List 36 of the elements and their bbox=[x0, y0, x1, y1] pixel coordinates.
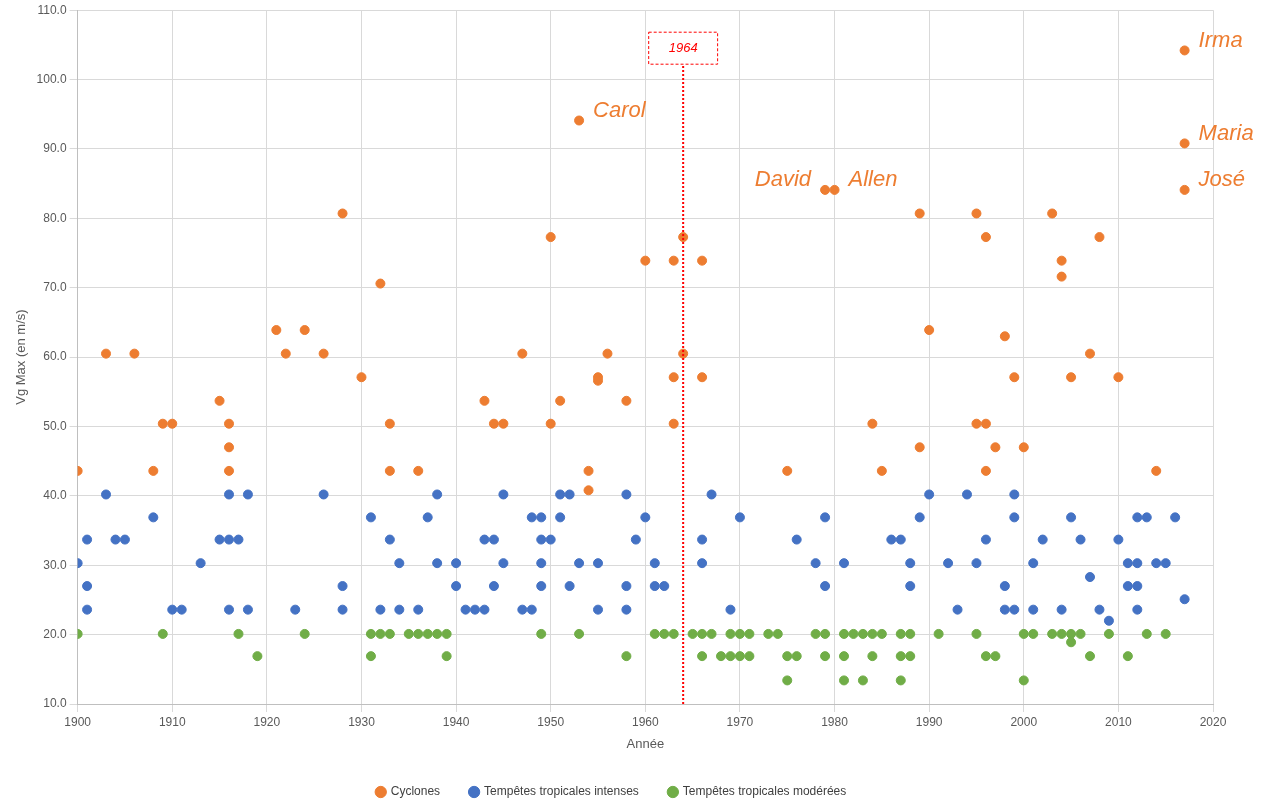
annotation: Maria bbox=[1198, 119, 1254, 145]
y-tick-label: 40.0 bbox=[43, 488, 67, 503]
x-tick-label: 1920 bbox=[253, 714, 281, 729]
x-tick-label: 1980 bbox=[821, 714, 849, 729]
x-tick-label: 1990 bbox=[915, 714, 943, 729]
x-tick-label: 1910 bbox=[158, 714, 186, 729]
legend-label: Tempêtes tropicales intenses bbox=[484, 784, 639, 799]
x-tick-label: 2010 bbox=[1105, 714, 1133, 729]
x-tick-label: 2000 bbox=[1010, 714, 1038, 729]
x-tick-label: 1950 bbox=[537, 714, 565, 729]
ref-line-label: 1964 bbox=[668, 39, 698, 55]
legend-label: Tempêtes tropicales modérées bbox=[682, 784, 847, 799]
annotation: Carol bbox=[593, 96, 647, 122]
y-tick-label: 80.0 bbox=[43, 210, 67, 225]
annotation: Allen bbox=[846, 166, 898, 192]
y-tick-label: 30.0 bbox=[43, 557, 67, 572]
x-tick-label: 1960 bbox=[631, 714, 659, 729]
x-tick-label: 1940 bbox=[442, 714, 470, 729]
y-tick-label: 110.0 bbox=[37, 2, 67, 17]
y-tick-label: 60.0 bbox=[43, 349, 67, 364]
y-tick-label: 100.0 bbox=[36, 71, 67, 86]
y-tick-label: 20.0 bbox=[43, 626, 67, 641]
x-tick-label: 2020 bbox=[1199, 714, 1227, 729]
y-tick-label: 50.0 bbox=[43, 418, 67, 433]
annotation: Irma bbox=[1198, 26, 1243, 52]
annotation: David bbox=[754, 166, 812, 192]
x-axis-title: Année bbox=[626, 735, 665, 751]
y-tick-label: 70.0 bbox=[43, 280, 67, 295]
x-tick-label: 1970 bbox=[726, 714, 754, 729]
annotation: José bbox=[1197, 166, 1246, 192]
y-tick-label: 90.0 bbox=[43, 141, 67, 156]
x-tick-label: 1900 bbox=[64, 714, 92, 729]
legend-label: Cyclones bbox=[390, 784, 441, 799]
x-tick-label: 1930 bbox=[348, 714, 376, 729]
y-tick-label: 10.0 bbox=[43, 696, 67, 711]
y-axis-title: Vg Max (en m/s) bbox=[13, 309, 29, 405]
